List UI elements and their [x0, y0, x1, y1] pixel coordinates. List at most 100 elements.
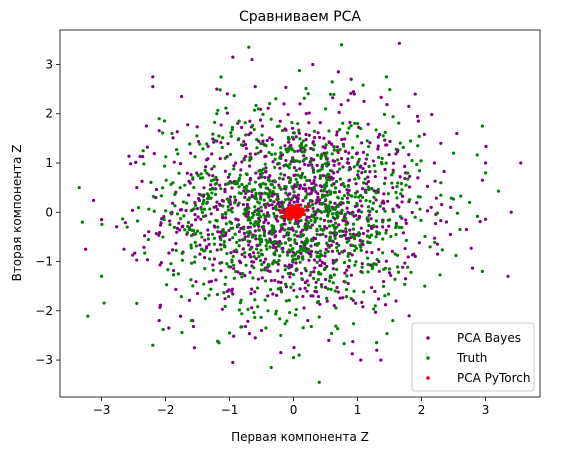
- data-point: [208, 243, 211, 246]
- data-point: [292, 229, 295, 232]
- data-point: [423, 133, 426, 136]
- data-point: [335, 268, 338, 271]
- data-point: [375, 198, 378, 201]
- data-point: [214, 193, 217, 196]
- data-point: [283, 173, 286, 176]
- data-point: [284, 191, 287, 194]
- data-point: [382, 201, 385, 204]
- data-point: [375, 235, 378, 238]
- data-point: [322, 189, 325, 192]
- data-point: [273, 166, 276, 169]
- data-point: [264, 257, 267, 260]
- data-point: [285, 299, 288, 302]
- data-point: [253, 188, 256, 191]
- data-point: [285, 233, 288, 236]
- legend-marker: [426, 336, 430, 340]
- data-point: [307, 221, 310, 224]
- data-point: [288, 299, 291, 302]
- data-point: [304, 144, 307, 147]
- data-point: [378, 133, 381, 136]
- data-point: [200, 235, 203, 238]
- data-point: [259, 205, 262, 208]
- data-point: [386, 200, 389, 203]
- data-point: [228, 238, 231, 241]
- data-point: [351, 146, 354, 149]
- data-point: [219, 187, 222, 190]
- data-point: [319, 121, 322, 124]
- data-point: [335, 214, 338, 217]
- data-point: [299, 175, 302, 178]
- data-point: [248, 196, 251, 199]
- data-point: [267, 196, 270, 199]
- data-point: [388, 140, 391, 143]
- data-point: [351, 352, 354, 355]
- data-point: [219, 238, 222, 241]
- data-point: [313, 290, 316, 293]
- data-point: [185, 201, 188, 204]
- data-point: [265, 186, 268, 189]
- data-point: [180, 208, 183, 211]
- data-point: [338, 111, 341, 114]
- data-point: [390, 173, 393, 176]
- data-point: [181, 252, 184, 255]
- data-point: [318, 225, 321, 228]
- data-point: [214, 219, 217, 222]
- data-point: [333, 160, 336, 163]
- data-point: [322, 174, 325, 177]
- data-point: [176, 212, 179, 215]
- data-point: [334, 260, 337, 263]
- data-point: [399, 215, 402, 218]
- data-point: [273, 179, 276, 182]
- data-point: [173, 204, 176, 207]
- data-point: [250, 306, 253, 309]
- data-point: [264, 163, 267, 166]
- data-point: [277, 197, 280, 200]
- data-point: [270, 279, 273, 282]
- data-point: [286, 254, 289, 257]
- data-point: [309, 219, 312, 222]
- data-point: [327, 220, 330, 223]
- data-point: [264, 203, 267, 206]
- data-point: [328, 246, 331, 249]
- data-point: [357, 210, 360, 213]
- data-point: [216, 109, 219, 112]
- data-point: [265, 244, 268, 247]
- data-point: [227, 176, 230, 179]
- data-point: [338, 167, 341, 170]
- data-point: [177, 222, 180, 225]
- data-point: [126, 225, 129, 228]
- data-point: [200, 208, 203, 211]
- data-point: [481, 270, 484, 273]
- data-point: [224, 276, 227, 279]
- data-point: [364, 170, 367, 173]
- data-point: [468, 201, 471, 204]
- data-point: [261, 113, 264, 116]
- data-point: [260, 268, 263, 271]
- data-point: [344, 150, 347, 153]
- data-point: [318, 198, 321, 201]
- data-point: [286, 207, 289, 210]
- data-point: [419, 195, 422, 198]
- data-point: [333, 273, 336, 276]
- data-point: [268, 136, 271, 139]
- data-point: [402, 231, 405, 234]
- data-point: [334, 186, 337, 189]
- data-point: [232, 335, 235, 338]
- legend-marker: [426, 376, 430, 380]
- data-point: [370, 251, 373, 254]
- data-point: [302, 306, 305, 309]
- data-point: [273, 186, 276, 189]
- data-point: [190, 173, 193, 176]
- data-point: [190, 262, 193, 265]
- data-point: [294, 178, 297, 181]
- data-point: [337, 290, 340, 293]
- data-point: [295, 295, 298, 298]
- data-point: [254, 171, 257, 174]
- data-point: [299, 261, 302, 264]
- data-point: [383, 294, 386, 297]
- data-point: [257, 212, 260, 215]
- data-point: [171, 181, 174, 184]
- data-point: [180, 295, 183, 298]
- data-point: [161, 235, 164, 238]
- data-point: [200, 194, 203, 197]
